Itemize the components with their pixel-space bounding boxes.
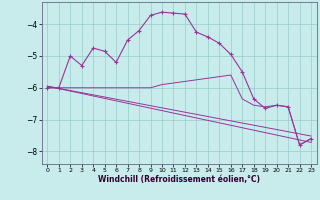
X-axis label: Windchill (Refroidissement éolien,°C): Windchill (Refroidissement éolien,°C) [98, 175, 260, 184]
